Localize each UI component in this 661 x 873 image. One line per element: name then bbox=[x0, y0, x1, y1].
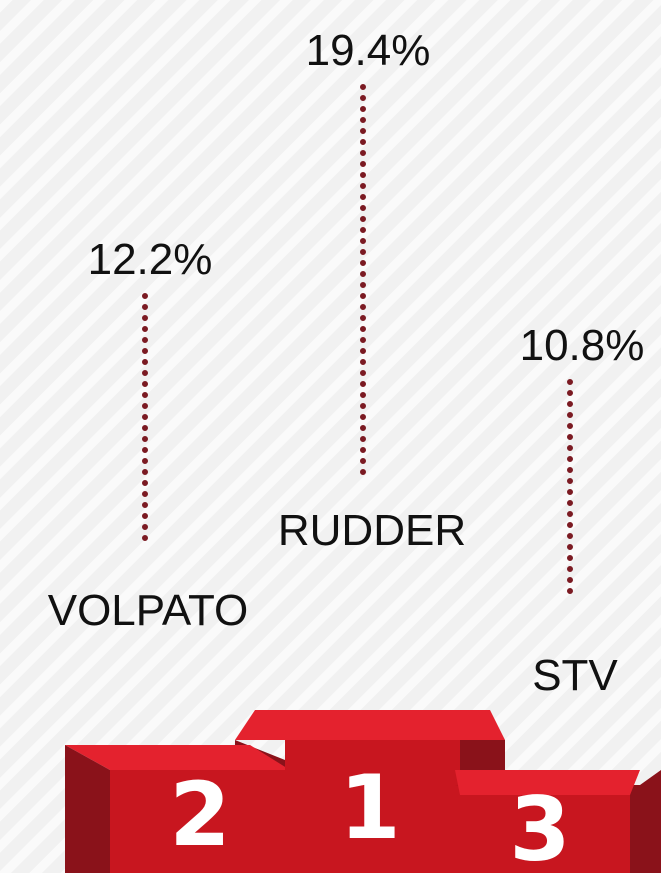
category-label: RUDDER bbox=[278, 506, 466, 555]
value-label: 10.8% bbox=[520, 321, 645, 370]
category-label: VOLPATO bbox=[48, 586, 249, 635]
category-label: STV bbox=[532, 651, 618, 700]
value-label: 19.4% bbox=[306, 26, 431, 75]
rank-label: 1 bbox=[339, 756, 400, 859]
rank-label: 2 bbox=[169, 763, 230, 866]
podium bbox=[65, 710, 661, 873]
value-label: 12.2% bbox=[88, 235, 213, 284]
rank-label: 3 bbox=[509, 778, 570, 873]
